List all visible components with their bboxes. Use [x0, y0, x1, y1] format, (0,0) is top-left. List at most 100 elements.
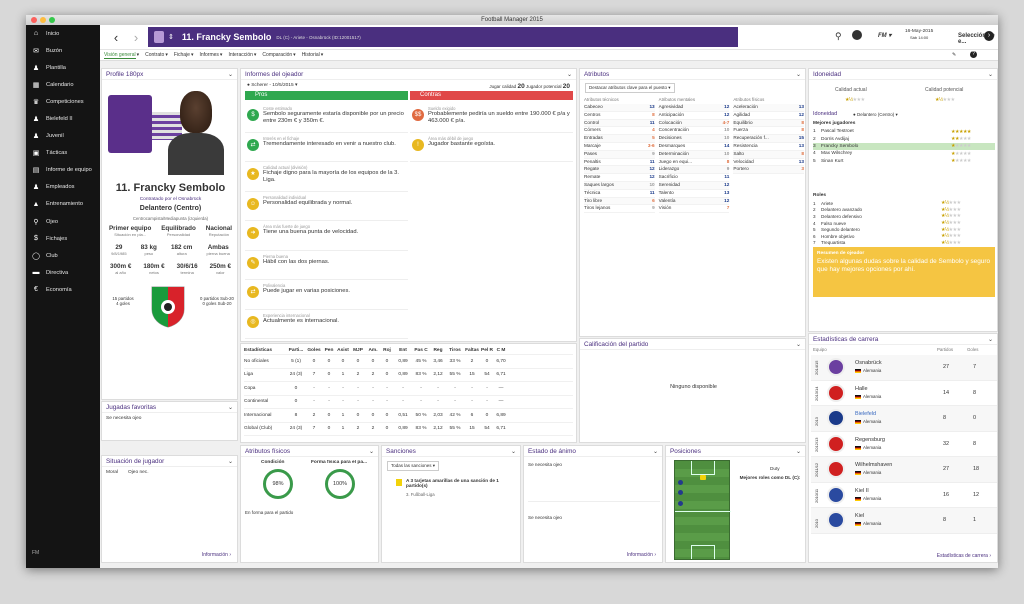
- stats-header-cell[interactable]: Ent: [399, 347, 407, 353]
- help-icon[interactable]: ?: [970, 51, 977, 58]
- best-player-row[interactable]: 2 Dorris Avdijaj ★★★★★: [813, 135, 995, 142]
- sidebar-item-econom-a[interactable]: € Economía: [26, 281, 100, 298]
- stats-header-cell[interactable]: Reg: [433, 347, 443, 353]
- attribute-row[interactable]: Agresividad 12: [658, 104, 730, 112]
- sidebar-item-directiva[interactable]: ▬ Directiva: [26, 264, 100, 281]
- search-icon[interactable]: ⚲: [835, 31, 842, 41]
- role-row[interactable]: 4 Falso nueve ★½★★★: [813, 220, 985, 227]
- sidebar-item-juvenil[interactable]: ♟ Juvenil: [26, 128, 100, 145]
- info-link[interactable]: Información ›: [626, 552, 656, 558]
- attribute-row[interactable]: Cabeceo 13: [584, 104, 655, 112]
- table-row[interactable]: Global (Club) 24 (3) 7 0 1 2 2 0 0,89 83 % 2,12 55 …: [244, 423, 573, 436]
- career-row[interactable]: 2010 Kiel Alemania 8 1: [811, 508, 997, 534]
- chevron-down-icon[interactable]: ▾: [293, 52, 296, 58]
- tab-5[interactable]: Comparación: [262, 52, 293, 58]
- chevron-down-icon[interactable]: ⌄: [227, 404, 233, 411]
- attribute-row[interactable]: Agilidad 12: [733, 111, 805, 120]
- attribute-row[interactable]: Juego en equi... 8: [658, 158, 730, 167]
- career-row[interactable]: 2012/13 Regensburg Alemania 32 8: [811, 431, 997, 457]
- role-row[interactable]: 6 Hombre objetivo ★½★★★: [813, 233, 985, 240]
- edit-icon[interactable]: ✎: [952, 52, 957, 58]
- chevron-down-icon[interactable]: ⌄: [368, 448, 374, 455]
- career-link[interactable]: Estadísticas de carrera ›: [936, 553, 991, 559]
- chevron-down-icon[interactable]: ⌄: [227, 458, 233, 465]
- attribute-row[interactable]: Sacrificio 11: [658, 174, 730, 182]
- sidebar-item-empleados[interactable]: ♟ Empleados: [26, 179, 100, 196]
- attribute-row[interactable]: Resistencia 13: [733, 142, 805, 151]
- back-button[interactable]: ‹: [113, 29, 119, 45]
- attribute-row[interactable]: Fuerza 8: [733, 127, 805, 136]
- attribute-row[interactable]: Técnica 11: [584, 189, 655, 198]
- attribute-row[interactable]: Anticipación 12: [658, 111, 730, 120]
- chevron-down-icon[interactable]: ⌄: [987, 336, 993, 343]
- attribute-row[interactable]: Centros 8: [584, 111, 655, 120]
- sidebar-item-entrenamiento[interactable]: ▲ Entrenamiento: [26, 196, 100, 213]
- chevron-down-icon[interactable]: ▾: [253, 52, 257, 58]
- sidebar-item-fichajes[interactable]: $ Fichajes: [26, 230, 100, 247]
- team-select[interactable]: Selección de e...: [958, 33, 995, 45]
- stats-header-cell[interactable]: Faltas: [465, 347, 479, 353]
- tab-4[interactable]: Interacción: [228, 52, 253, 58]
- stats-header-cell[interactable]: Asist: [337, 347, 349, 353]
- chevron-down-icon[interactable]: ▾: [219, 52, 223, 58]
- minimize-window-button[interactable]: [40, 17, 46, 23]
- profile-contract[interactable]: Contratado por el Osnabrück: [139, 197, 202, 202]
- attribute-row[interactable]: Tiro libre 6: [584, 197, 655, 206]
- attribute-row[interactable]: Equilibrio 8: [733, 119, 805, 128]
- attribute-row[interactable]: Marcaje 3-6: [584, 142, 655, 151]
- zoom-window-button[interactable]: [49, 17, 55, 23]
- sidebar-item-ojeo[interactable]: ⚲ Ojeo: [26, 213, 100, 230]
- chevron-down-icon[interactable]: ▾: [136, 52, 140, 58]
- table-row[interactable]: Continental 0 - - - - - - - - - - - - —: [244, 396, 573, 409]
- forward-button[interactable]: ›: [133, 29, 139, 45]
- stats-header-cell[interactable]: Roj: [383, 347, 391, 353]
- sidebar-item-plantilla[interactable]: ♟ Plantilla: [26, 59, 100, 76]
- attribute-row[interactable]: Portero 3: [733, 166, 805, 175]
- highlight-select[interactable]: Destacar atributos clave para el puesto …: [585, 83, 675, 93]
- sidebar-item-buz-n[interactable]: ✉ Buzón: [26, 42, 100, 59]
- attribute-row[interactable]: Tiros lejanos 9: [584, 205, 655, 214]
- chevron-down-icon[interactable]: ⌄: [987, 71, 993, 78]
- chevron-down-icon[interactable]: ⌄: [566, 71, 572, 78]
- attribute-row[interactable]: Aceleración 13: [733, 104, 805, 112]
- attribute-row[interactable]: Serenidad 12: [658, 181, 730, 190]
- role-row[interactable]: 5 Segundo delantero ★½★★★: [813, 226, 985, 233]
- role-select[interactable]: ● Delantero (Centro) ▾: [853, 112, 898, 117]
- attribute-row[interactable]: Desmarques 14: [658, 142, 730, 151]
- role-row[interactable]: 3 Delantero defensivo ★½★★★: [813, 213, 985, 220]
- sidebar-item-bielefeld-ii[interactable]: ♟ Bielefeld II: [26, 110, 100, 127]
- stats-header-cell[interactable]: Pel R: [481, 347, 493, 353]
- attribute-row[interactable]: Pases 9: [584, 150, 655, 159]
- attribute-row[interactable]: Entradas 5: [584, 135, 655, 143]
- attribute-row[interactable]: Colocación 4-7: [658, 119, 730, 128]
- attribute-row[interactable]: Determinación 10: [658, 150, 730, 159]
- role-row[interactable]: 1 Ariete ★½★★★: [813, 200, 985, 207]
- attribute-row[interactable]: Concentración 10: [658, 127, 730, 136]
- attribute-row[interactable]: Valentía 12: [658, 197, 730, 206]
- table-row[interactable]: Internacional 8 2 0 1 0 0 0 0,51 50 % 2,03 42 % 6 0 6,…: [244, 409, 573, 423]
- chevron-down-icon[interactable]: ▾: [190, 52, 194, 58]
- tab-0[interactable]: Visión general: [104, 51, 136, 59]
- best-player-row[interactable]: 5 Sinan Kurt ★★★★★: [813, 158, 995, 165]
- chevron-down-icon[interactable]: ⌄: [795, 341, 801, 348]
- chevron-down-icon[interactable]: ⌄: [510, 448, 516, 455]
- best-player-row[interactable]: 4 Max Wilschrey ★★★★★: [813, 150, 995, 157]
- chevron-down-icon[interactable]: ▾: [165, 52, 168, 58]
- date-display[interactable]: 16-May-2015 Sáb 14:00: [905, 29, 933, 41]
- close-window-button[interactable]: [31, 17, 37, 23]
- info-link[interactable]: Información ›: [201, 552, 231, 558]
- best-player-row[interactable]: 3 Francky Sembolo ★★★★★: [813, 142, 995, 151]
- table-row[interactable]: No oficiales 5 (1) 0 0 0 0 0 0 0,89 45 % 3,46 33 % 2…: [244, 355, 573, 369]
- stats-header-cell[interactable]: Pen: [324, 347, 334, 353]
- attribute-row[interactable]: Regate 12: [584, 166, 655, 175]
- stats-header-cell[interactable]: MJP: [353, 347, 363, 353]
- globe-icon[interactable]: [852, 30, 862, 40]
- continue-button[interactable]: ›: [984, 31, 994, 41]
- table-row[interactable]: Liga 24 (3) 7 0 1 2 2 0 0,89 83 % 2,12 55 % 15 54 6,71: [244, 369, 573, 382]
- attribute-row[interactable]: Talento 13: [658, 189, 730, 198]
- attribute-row[interactable]: Penaltis 11: [584, 158, 655, 167]
- attribute-row[interactable]: Decisiones 10: [658, 135, 730, 143]
- role-row[interactable]: 7 Trequartista ★½★★★: [813, 240, 985, 247]
- attribute-row[interactable]: Velocidad 13: [733, 158, 805, 167]
- career-row[interactable]: 2011/12 Wilhelmshaven Alemania 27 18: [811, 457, 997, 483]
